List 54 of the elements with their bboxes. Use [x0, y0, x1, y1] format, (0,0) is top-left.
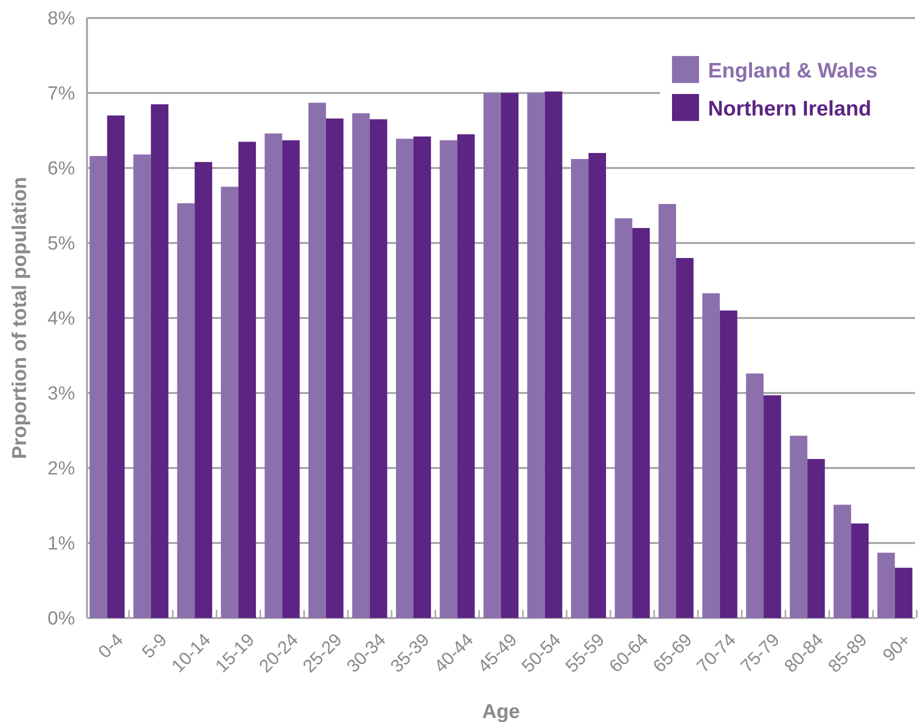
bar — [352, 113, 370, 618]
bar — [457, 134, 475, 618]
bar — [658, 204, 676, 618]
bar — [413, 136, 431, 618]
bar — [282, 140, 300, 618]
x-tick-label: 0-4 — [94, 630, 127, 662]
bar — [544, 92, 562, 618]
bar — [851, 524, 869, 618]
bar — [308, 102, 326, 618]
bar — [238, 142, 256, 618]
bar — [614, 218, 632, 618]
bar — [676, 258, 694, 618]
bar — [571, 159, 589, 618]
x-axis-title: Age — [482, 701, 520, 722]
y-tick-label: 4% — [48, 308, 76, 330]
bar — [194, 162, 212, 618]
bar — [702, 293, 720, 618]
y-tick-label: 6% — [48, 158, 76, 180]
bar — [807, 459, 825, 618]
bar — [326, 118, 344, 618]
bar — [588, 153, 606, 618]
bar — [501, 93, 519, 618]
y-tick-label: 8% — [48, 8, 76, 30]
bar — [107, 116, 125, 618]
bar — [790, 436, 808, 618]
bar — [746, 374, 764, 618]
y-tick-label: 5% — [48, 234, 76, 255]
bar — [370, 119, 388, 618]
y-tick-label: 7% — [48, 84, 76, 105]
y-tick-label: 2% — [48, 458, 76, 480]
bar — [396, 138, 414, 618]
y-tick-label: 3% — [48, 384, 76, 405]
y-tick-label: 0% — [48, 608, 76, 630]
bar — [764, 395, 782, 618]
bar — [150, 104, 168, 618]
bar — [133, 154, 151, 618]
bar — [894, 568, 912, 618]
bar — [720, 310, 738, 618]
x-tick-label: 90+ — [878, 630, 915, 666]
bar — [264, 134, 282, 618]
legend-label: England & Wales — [708, 59, 878, 82]
legend-label: Northern Ireland — [708, 97, 872, 120]
bar — [877, 552, 895, 618]
y-axis-title: Proportion of total population — [9, 176, 31, 460]
bar — [220, 186, 238, 618]
y-tick-label: 1% — [48, 534, 76, 555]
bar — [440, 140, 458, 618]
bar — [527, 93, 545, 618]
bar — [483, 93, 501, 618]
x-tick-label: 5-9 — [138, 630, 171, 662]
bar — [834, 504, 852, 618]
bar — [632, 228, 650, 618]
bar — [177, 203, 195, 618]
bar — [90, 156, 108, 618]
